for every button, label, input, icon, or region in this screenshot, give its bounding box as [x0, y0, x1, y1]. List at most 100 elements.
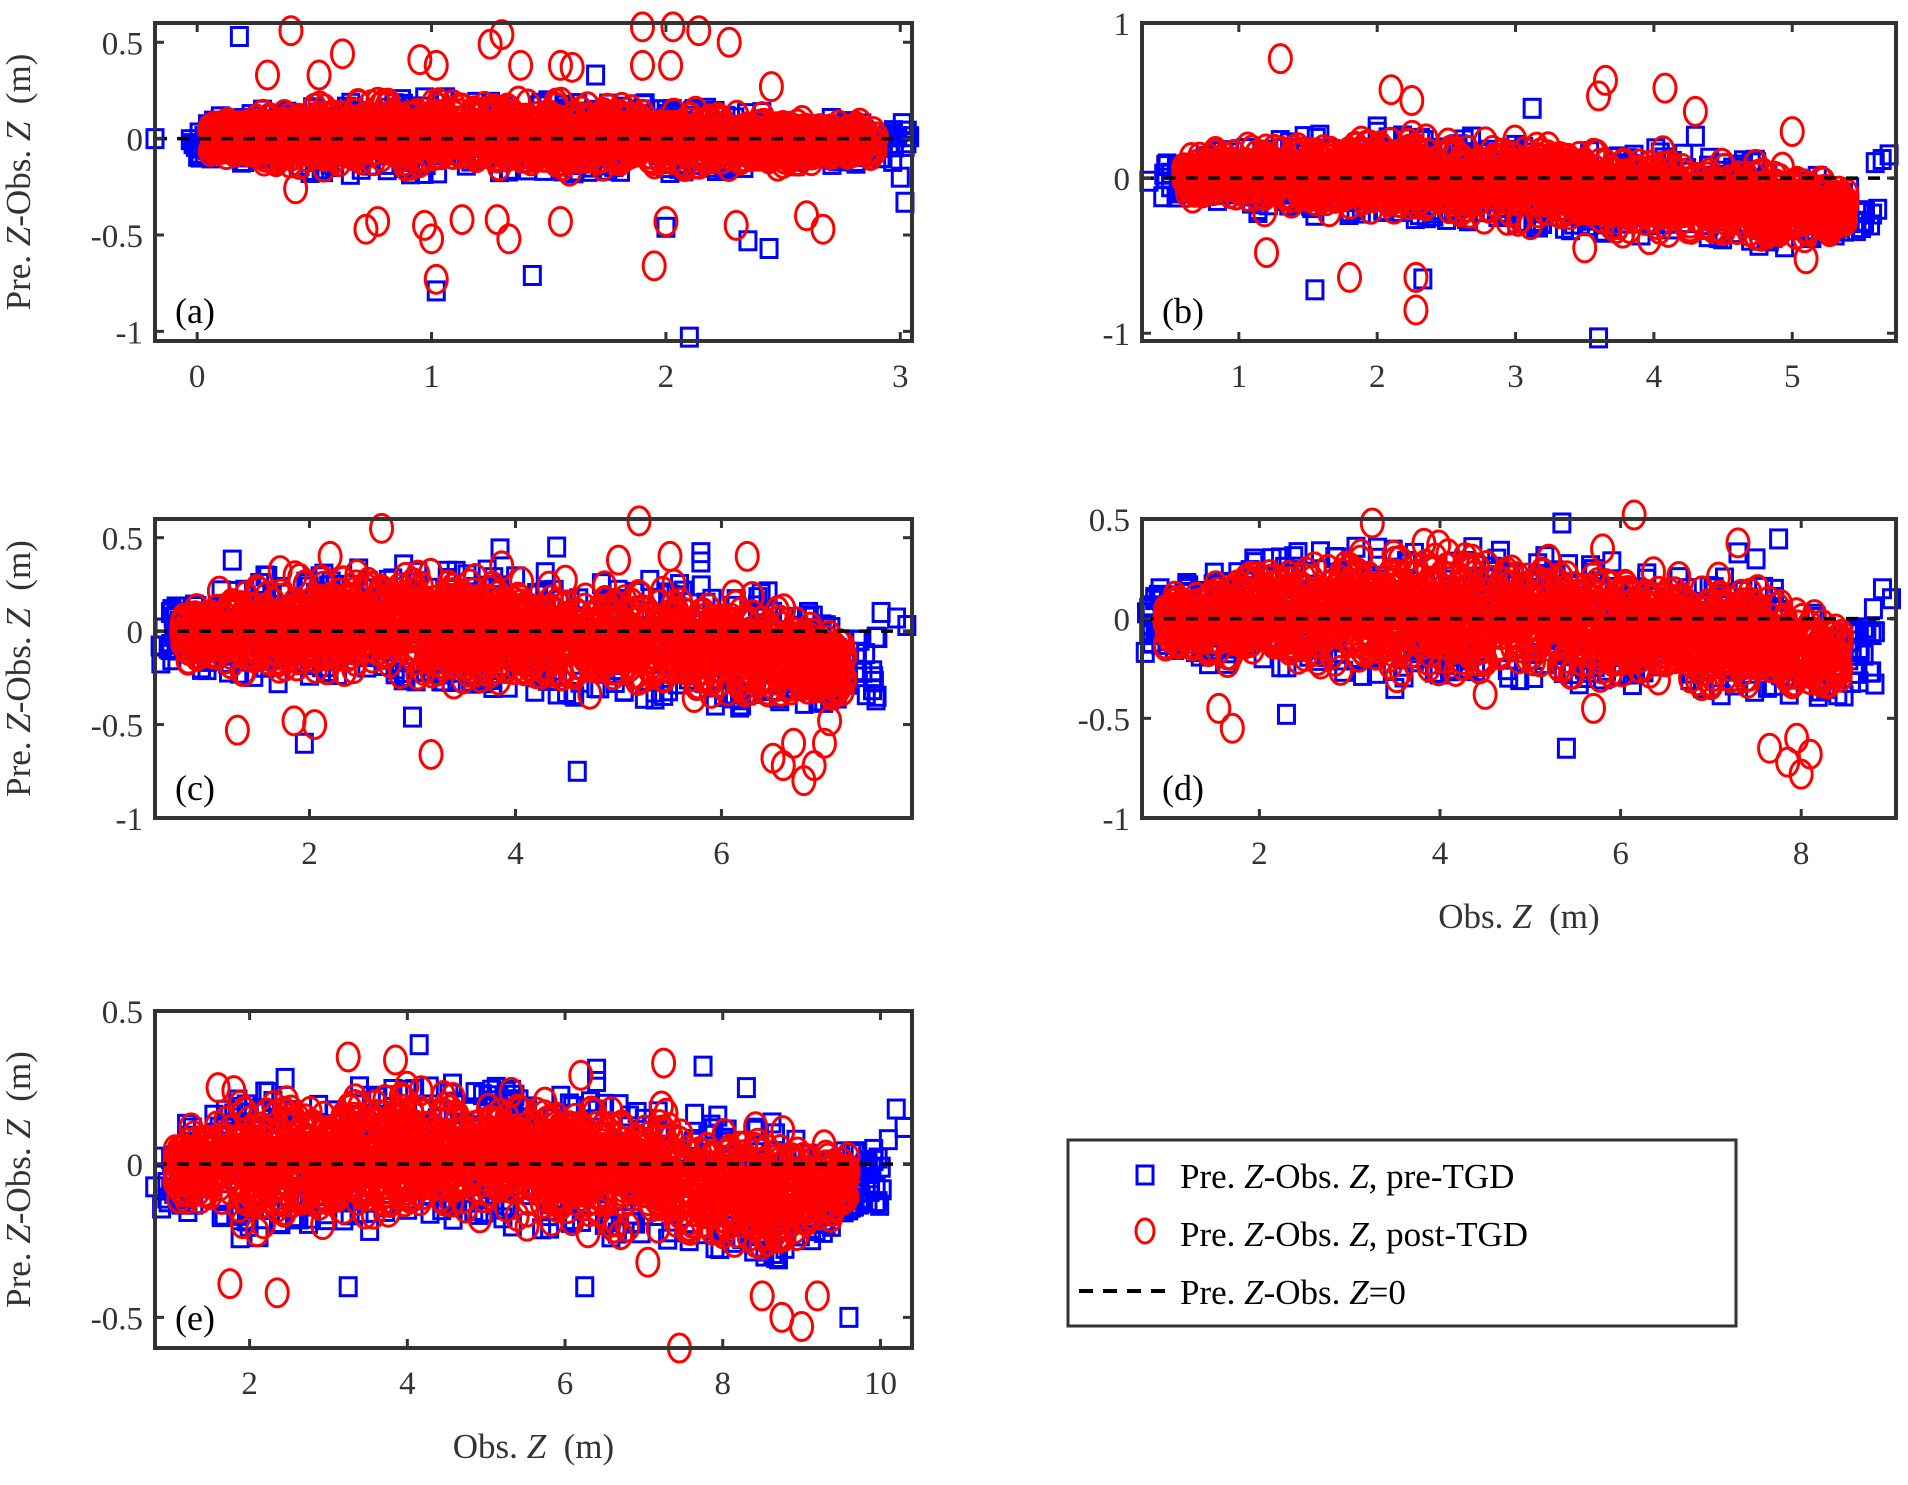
point-pre-tgd [1413, 268, 1433, 290]
point-post-tgd [1617, 170, 1643, 202]
point-pre-tgd [490, 538, 510, 560]
point-post-tgd [1358, 193, 1384, 225]
point-post-tgd [1394, 161, 1420, 193]
point-post-tgd [794, 200, 820, 232]
y-axis-title-part: Z [0, 121, 38, 141]
point-post-tgd [408, 112, 434, 144]
point-post-tgd [1598, 197, 1624, 229]
panels: 0 1 2 3-1-0.500.5(a)Pre. Z-Obs. Z (m)1 2 3 4 5-… [0, 7, 1901, 1466]
point-post-tgd [433, 115, 459, 147]
point-pre-tgd [691, 551, 711, 573]
point-post-tgd [1281, 138, 1307, 170]
point-post-tgd [723, 209, 749, 241]
point-post-tgd [1723, 165, 1749, 197]
y-tick-label: 0.5 [102, 26, 143, 62]
point-post-tgd [1762, 160, 1788, 192]
point-post-tgd [779, 141, 805, 173]
point-pre-tgd [868, 627, 888, 649]
point-post-tgd [1432, 168, 1458, 200]
point-post-tgd [1505, 153, 1531, 185]
point-post-tgd [594, 135, 620, 167]
point-post-tgd [1611, 185, 1637, 217]
point-post-tgd [447, 105, 473, 137]
point-post-tgd [641, 250, 667, 282]
point-post-tgd [1629, 187, 1655, 219]
point-post-tgd [1793, 243, 1819, 275]
y-tick-label: -1 [1103, 317, 1131, 353]
axes-box [153, 21, 914, 343]
point-post-tgd [1280, 181, 1306, 213]
y-tick-label: 0 [127, 123, 144, 159]
point-post-tgd [500, 103, 526, 135]
point-post-tgd [1196, 160, 1222, 192]
point-post-tgd [407, 44, 433, 76]
point-post-tgd [487, 120, 513, 152]
point-post-tgd [304, 120, 330, 152]
point-post-tgd [445, 136, 471, 168]
point-post-tgd [658, 49, 684, 81]
point-post-tgd [1202, 138, 1228, 170]
point-post-tgd [1508, 202, 1534, 234]
point-post-tgd [515, 132, 541, 164]
point-post-tgd [520, 117, 546, 149]
point-post-tgd [1451, 185, 1477, 217]
point-post-tgd [653, 206, 679, 238]
point-pre-tgd [890, 166, 910, 188]
point-pre-tgd [856, 684, 876, 706]
plot-area [145, 11, 920, 348]
point-pre-tgd [759, 237, 779, 259]
point-pre-tgd [691, 575, 711, 597]
point-post-tgd [1707, 196, 1733, 228]
point-post-tgd [1760, 179, 1786, 211]
point-post-tgd [810, 213, 836, 245]
point-post-tgd [423, 263, 449, 295]
point-post-tgd [1810, 196, 1836, 228]
point-post-tgd [1682, 95, 1708, 127]
point-pre-tgd [229, 25, 249, 47]
panel-a: 0 1 2 3-1-0.500.5(a)Pre. Z-Obs. Z (m) [0, 11, 920, 395]
y-axis-title-part: (m) [0, 54, 38, 122]
point-post-tgd [580, 116, 606, 148]
point-post-tgd [1267, 43, 1293, 75]
x-tick-label: 4 [1646, 359, 1663, 395]
point-post-tgd [1808, 165, 1834, 197]
point-pre-tgd [150, 635, 170, 657]
point-post-tgd [608, 129, 634, 161]
point-post-tgd [600, 127, 626, 159]
point-post-tgd [568, 115, 594, 147]
point-post-tgd [228, 125, 254, 157]
point-pre-tgd [900, 126, 920, 148]
point-post-tgd [779, 132, 805, 164]
point-post-tgd [254, 59, 280, 91]
point-post-tgd [693, 144, 719, 176]
point-post-tgd [1378, 74, 1404, 106]
point-post-tgd [206, 118, 232, 150]
series-pre-tgd [145, 25, 920, 348]
panel-b: 1 2 3 4 5-101(b) [1103, 7, 1899, 395]
point-post-tgd [659, 115, 685, 147]
point-post-tgd [1790, 168, 1816, 200]
point-post-tgd [848, 119, 874, 151]
point-post-tgd [419, 223, 445, 255]
y-axis-title-part: Z [0, 226, 38, 246]
point-pre-tgd [1522, 97, 1542, 119]
point-post-tgd [1586, 80, 1612, 112]
y-tick-label: -1 [116, 315, 144, 351]
point-post-tgd [1220, 153, 1246, 185]
point-pre-tgd [294, 732, 314, 754]
point-post-tgd [365, 206, 391, 238]
point-post-tgd [1369, 141, 1395, 173]
point-post-tgd [1794, 198, 1820, 230]
point-post-tgd [758, 71, 784, 103]
y-tick-label: 0 [1114, 162, 1131, 198]
point-post-tgd [496, 223, 522, 255]
point-pre-tgd [586, 64, 606, 86]
point-post-tgd [215, 106, 241, 138]
point-post-tgd [1359, 173, 1385, 205]
x-tick-label: 2 [658, 359, 675, 395]
point-post-tgd [1363, 165, 1389, 197]
point-post-tgd [1525, 197, 1551, 229]
point-post-tgd [629, 49, 655, 81]
point-post-tgd [363, 134, 389, 166]
